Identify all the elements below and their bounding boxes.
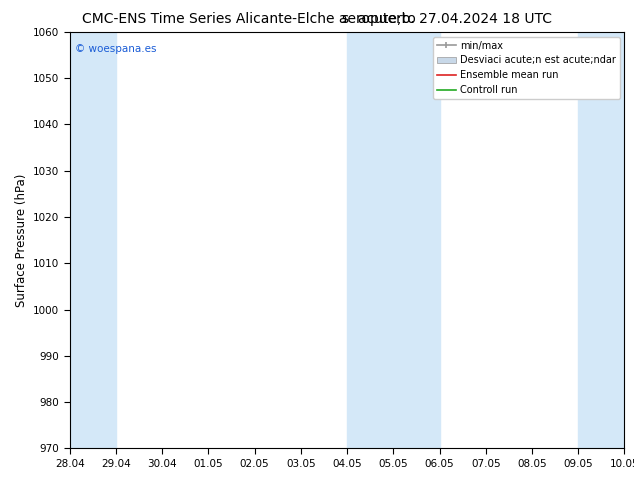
Text: CMC-ENS Time Series Alicante-Elche aeropuerto: CMC-ENS Time Series Alicante-Elche aerop… bbox=[82, 12, 417, 26]
Bar bbox=[70, 32, 116, 448]
Y-axis label: Surface Pressure (hPa): Surface Pressure (hPa) bbox=[15, 173, 27, 307]
Text: s  acute;b. 27.04.2024 18 UTC: s acute;b. 27.04.2024 18 UTC bbox=[342, 12, 552, 26]
Legend: min/max, Desviaci acute;n est acute;ndar, Ensemble mean run, Controll run: min/max, Desviaci acute;n est acute;ndar… bbox=[432, 37, 619, 99]
Text: © woespana.es: © woespana.es bbox=[75, 44, 157, 54]
Bar bbox=[347, 32, 439, 448]
Bar bbox=[578, 32, 634, 448]
